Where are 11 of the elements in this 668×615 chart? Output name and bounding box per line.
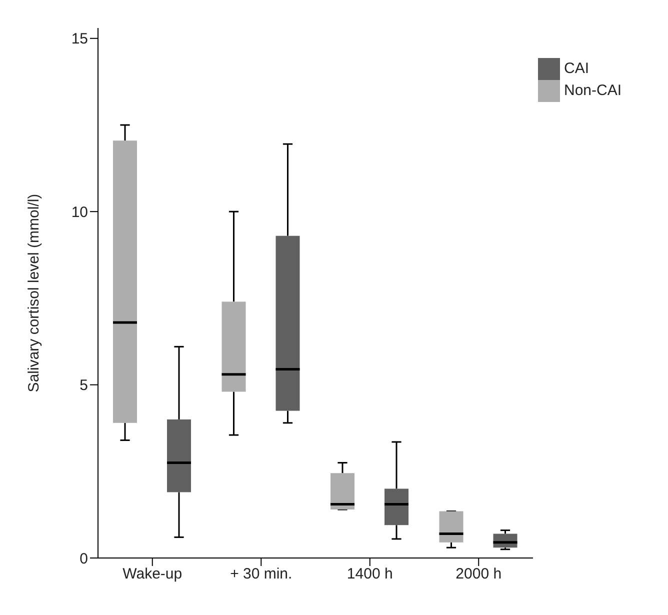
x-tick-label: 2000 h <box>456 566 502 583</box>
legend-label: CAI <box>564 60 590 78</box>
x-tick-label: + 30 min. <box>230 566 292 583</box>
y-tick-label: 10 <box>71 204 88 221</box>
legend-label: Non-CAI <box>564 82 622 100</box>
y-tick-label: 5 <box>80 377 88 394</box>
x-tick-label: Wake-up <box>122 566 182 583</box>
y-axis-title: Salivary cortisol level (mmol/l) <box>25 194 42 392</box>
x-tick-label: 1400 h <box>346 566 393 583</box>
y-tick-label: 15 <box>71 30 88 48</box>
y-tick-label: 0 <box>80 550 88 568</box>
